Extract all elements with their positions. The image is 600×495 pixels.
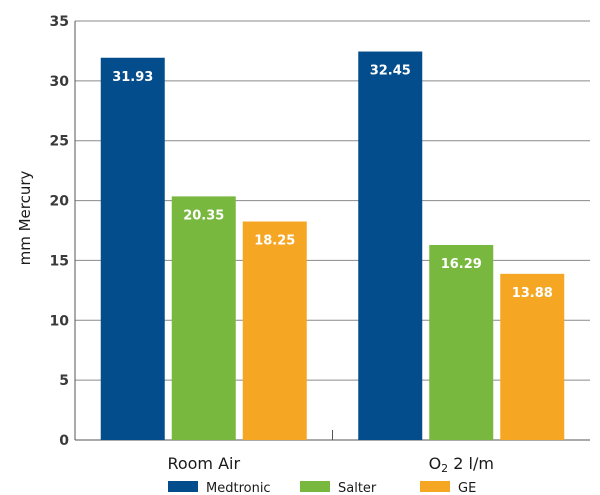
data-label: 32.45 <box>370 64 411 79</box>
y-tick-label: 30 <box>50 74 70 90</box>
y-tick-label: 20 <box>50 194 70 210</box>
y-tick-label: 25 <box>50 134 69 150</box>
legend-swatch-ge <box>420 481 450 492</box>
data-label: 16.29 <box>441 257 482 272</box>
legend-swatch-salter <box>300 481 330 492</box>
bar-medtronic <box>358 51 423 441</box>
y-tick-label: 35 <box>50 14 69 30</box>
legend: Medtronic Salter GE <box>168 481 476 495</box>
data-label: 31.93 <box>112 70 153 85</box>
category-label: Room Air <box>167 454 240 473</box>
legend-swatch-medtronic <box>168 481 198 492</box>
bar-medtronic <box>100 57 165 440</box>
category-label: O2 2 l/m <box>429 454 494 475</box>
y-tick-label: 5 <box>59 373 69 389</box>
legend-label: Salter <box>338 481 377 495</box>
bar-ge <box>500 273 565 440</box>
y-tick-label: 15 <box>50 253 69 269</box>
legend-label: GE <box>458 481 476 495</box>
data-label: 20.35 <box>183 208 224 223</box>
bar-salter <box>171 196 236 440</box>
data-label: 18.25 <box>254 234 295 249</box>
data-labels: 31.93 20.35 18.25 32.45 16.29 13.88 <box>112 64 553 301</box>
y-axis-ticks: 0 5 10 15 20 25 30 35 <box>50 14 70 449</box>
bar-ge <box>242 221 307 440</box>
legend-label: Medtronic <box>206 481 271 495</box>
y-tick-label: 0 <box>59 433 69 449</box>
y-tick-label: 10 <box>50 313 70 329</box>
bars <box>100 51 565 441</box>
y-axis-title: mm Mercury <box>16 170 34 265</box>
x-axis-categories: Room Air O2 2 l/m <box>167 430 494 475</box>
bar-salter <box>429 244 494 440</box>
data-label: 13.88 <box>512 286 553 301</box>
